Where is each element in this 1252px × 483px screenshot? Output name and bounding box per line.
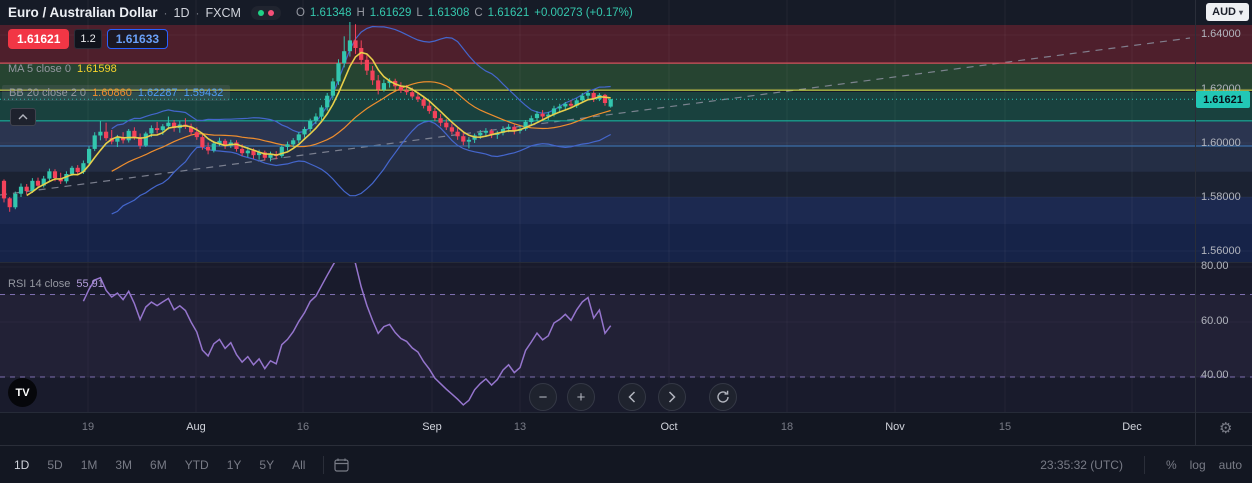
scale-controls: 23:35:32 (UTC) % log auto xyxy=(1040,446,1242,483)
bottom-toolbar: 1D 5D 1M 3M 6M YTD 1Y 5Y All 23:35:32 (U… xyxy=(0,445,1252,483)
high-label: H xyxy=(356,6,365,19)
separator: · xyxy=(195,5,200,20)
rsi-tick: 60.00 xyxy=(1201,315,1229,327)
scroll-left-button[interactable] xyxy=(618,383,646,411)
range-1d[interactable]: 1D xyxy=(6,454,37,476)
scroll-right-button[interactable] xyxy=(658,383,686,411)
exchange-label[interactable]: FXCM xyxy=(205,5,241,20)
bb-basis-value: 1.60860 xyxy=(92,87,132,99)
order-panel: 1.61621 1.2 1.61633 xyxy=(8,29,169,49)
ma-value: 1.61598 xyxy=(76,63,117,75)
bb-legend[interactable]: BB 20 close 2 0 1.60860 1.62287 1.59432 xyxy=(2,85,231,101)
axis-settings-gear-icon[interactable]: ⚙︎ xyxy=(1219,420,1233,437)
price-tick: 1.58000 xyxy=(1201,191,1241,203)
low-value: 1.61308 xyxy=(427,6,470,19)
bb-lower-value: 1.59432 xyxy=(183,87,224,99)
open-value: 1.61348 xyxy=(309,6,352,19)
range-5y[interactable]: 5Y xyxy=(251,454,282,476)
reset-arrow-icon xyxy=(717,390,729,403)
reset-chart-button[interactable] xyxy=(709,383,737,411)
symbol-name[interactable]: Euro / Australian Dollar xyxy=(8,5,158,20)
toolbar-divider xyxy=(1143,456,1145,474)
price-tick: 1.64000 xyxy=(1201,28,1241,40)
rsi-tick: 80.00 xyxy=(1201,260,1229,272)
ma-label: MA 5 close 0 xyxy=(8,63,71,75)
currency-label: AUD xyxy=(1212,6,1236,18)
time-tick: Nov xyxy=(885,421,905,433)
go-to-date-icon[interactable] xyxy=(334,458,350,472)
range-3m[interactable]: 3M xyxy=(107,454,140,476)
symbol-header: Euro / Australian Dollar · 1D · FXCM O 1… xyxy=(8,5,633,20)
timeframe-label[interactable]: 1D xyxy=(173,5,190,20)
toolbar-divider xyxy=(323,456,325,474)
currency-dropdown[interactable]: AUD ▾ xyxy=(1206,3,1249,21)
pane-divider[interactable] xyxy=(0,262,1252,263)
range-1y[interactable]: 1Y xyxy=(219,454,250,476)
log-scale-button[interactable]: log xyxy=(1189,458,1206,472)
chevron-right-icon xyxy=(668,391,676,403)
range-1m[interactable]: 1M xyxy=(73,454,106,476)
time-tick: Sep xyxy=(422,421,442,433)
range-ytd[interactable]: YTD xyxy=(177,454,217,476)
time-tick: 15 xyxy=(998,421,1012,433)
low-label: L xyxy=(416,6,423,19)
open-label: O xyxy=(295,6,305,19)
buy-button[interactable]: 1.61633 xyxy=(106,29,169,49)
chevron-left-icon xyxy=(628,391,636,403)
zoom-in-button[interactable]: + xyxy=(567,383,595,411)
price-tick: 1.56000 xyxy=(1201,245,1241,257)
time-tick: 13 xyxy=(513,421,527,433)
rsi-tick: 40.00 xyxy=(1201,369,1229,381)
price-tick: 1.60000 xyxy=(1201,137,1241,149)
change-value: +0.00273 (+0.17%) xyxy=(534,6,633,19)
time-tick: 19 xyxy=(81,421,95,433)
chart-nav-toolbar: − + xyxy=(529,383,737,411)
rsi-chart-canvas[interactable] xyxy=(0,262,1252,412)
time-axis[interactable]: 19 Aug 16 Sep 13 Oct 18 Nov 15 Dec xyxy=(0,412,1252,446)
ohlc-readout: O 1.61348 H 1.61629 L 1.61308 C 1.61621 … xyxy=(296,7,633,19)
time-tick: Oct xyxy=(660,421,678,433)
spread-value: 1.2 xyxy=(74,29,102,49)
notification-dot-icon xyxy=(267,9,274,16)
price-chart-canvas[interactable] xyxy=(0,0,1252,262)
chevron-up-icon xyxy=(18,114,28,120)
tradingview-logo[interactable]: TV xyxy=(8,378,37,407)
time-tick: 18 xyxy=(780,421,794,433)
sell-button[interactable]: 1.61621 xyxy=(8,29,70,49)
percent-scale-button[interactable]: % xyxy=(1165,458,1177,472)
price-pane[interactable] xyxy=(0,0,1252,262)
separator: · xyxy=(163,5,168,20)
bb-upper-value: 1.62287 xyxy=(137,87,178,99)
market-open-dot-icon xyxy=(257,9,264,16)
close-label: C xyxy=(474,6,483,19)
time-tick: Aug xyxy=(186,421,206,433)
date-range-switcher: 1D 5D 1M 3M 6M YTD 1Y 5Y All xyxy=(6,446,350,483)
status-pill xyxy=(250,5,281,20)
range-5d[interactable]: 5D xyxy=(39,454,70,476)
close-value: 1.61621 xyxy=(487,6,530,19)
zoom-out-button[interactable]: − xyxy=(529,383,557,411)
last-price-tag: 1.61621 xyxy=(1196,91,1250,108)
high-value: 1.61629 xyxy=(369,6,412,19)
time-tick: Dec xyxy=(1122,421,1142,433)
chevron-down-icon: ▾ xyxy=(1238,7,1243,17)
rsi-legend[interactable]: RSI 14 close 55.91 xyxy=(8,278,104,290)
collapse-legend-button[interactable] xyxy=(10,108,36,126)
auto-scale-button[interactable]: auto xyxy=(1218,458,1242,472)
clock-readout[interactable]: 23:35:32 (UTC) xyxy=(1040,458,1123,472)
price-axis-border xyxy=(1195,0,1196,445)
ma-legend[interactable]: MA 5 close 0 1.61598 xyxy=(8,63,117,75)
rsi-label: RSI 14 close xyxy=(8,278,71,290)
rsi-value: 55.91 xyxy=(76,278,104,290)
range-6m[interactable]: 6M xyxy=(142,454,175,476)
bb-label: BB 20 close 2 0 xyxy=(9,87,87,99)
range-all[interactable]: All xyxy=(284,454,313,476)
time-tick: 16 xyxy=(296,421,310,433)
